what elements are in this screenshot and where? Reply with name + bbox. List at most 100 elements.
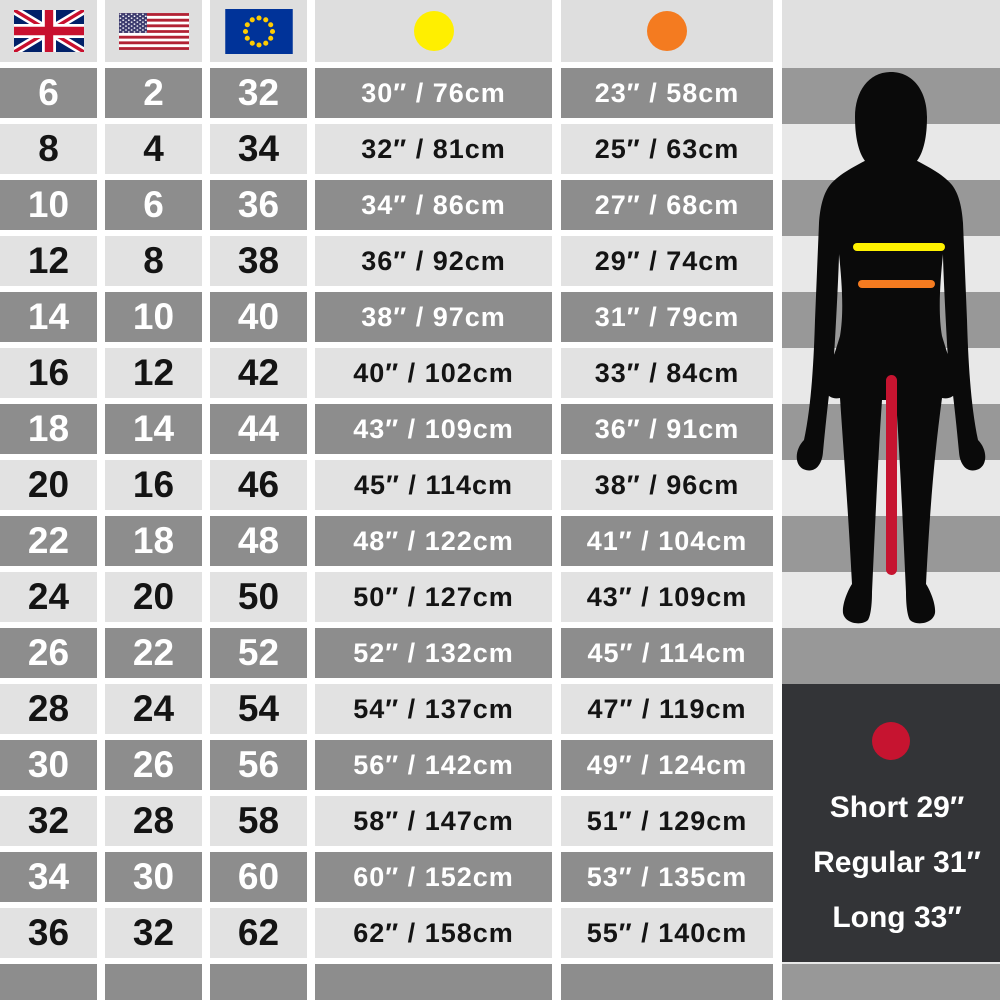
measurement-cell: 49″ / 124cm [561,740,773,790]
size-cell: 60 [210,852,307,902]
empty-cell [105,964,202,1000]
size-cell: 12 [0,236,97,286]
size-cell: 2 [105,68,202,118]
waist-dot-icon [647,11,687,51]
size-cell: 6 [0,68,97,118]
measurement-cell: 52″ / 132cm [315,628,552,678]
empty-cell [315,964,552,1000]
inseam-legend-box: Short 29″ Regular 31″ Long 33″ [782,684,1000,962]
inseam-lengths: Short 29″ Regular 31″ Long 33″ [801,780,981,945]
empty-cell [210,964,307,1000]
measurement-cell: 36″ / 91cm [561,404,773,454]
measurement-cell: 30″ / 76cm [315,68,552,118]
size-cell: 36 [0,908,97,958]
measurement-cell: 43″ / 109cm [561,572,773,622]
measurement-cell: 45″ / 114cm [315,460,552,510]
measurement-cell: 58″ / 147cm [315,796,552,846]
measurement-cell: 41″ / 104cm [561,516,773,566]
size-cell: 34 [210,124,307,174]
size-cell: 28 [105,796,202,846]
measurement-cell: 29″ / 74cm [561,236,773,286]
size-cell: 18 [105,516,202,566]
measurement-cell: 55″ / 140cm [561,908,773,958]
header-uk [0,0,97,62]
size-cell: 62 [210,908,307,958]
measurement-cell: 50″ / 127cm [315,572,552,622]
size-cell: 16 [0,348,97,398]
measurement-cell: 40″ / 102cm [315,348,552,398]
measurement-cell: 33″ / 84cm [561,348,773,398]
size-cell: 32 [0,796,97,846]
measurement-cell: 27″ / 68cm [561,180,773,230]
bust-line [853,243,945,251]
size-cell: 34 [0,852,97,902]
size-cell: 22 [105,628,202,678]
inseam-line [886,375,897,575]
measurement-cell: 43″ / 109cm [315,404,552,454]
size-cell: 30 [105,852,202,902]
measurement-cell: 51″ / 129cm [561,796,773,846]
measurement-cell: 45″ / 114cm [561,628,773,678]
size-cell: 46 [210,460,307,510]
measurement-cell: 62″ / 158cm [315,908,552,958]
measurement-cell: 38″ / 97cm [315,292,552,342]
empty-cell [561,964,773,1000]
inseam-regular: Regular 31″ [813,845,981,879]
empty-cell [0,964,97,1000]
size-cell: 38 [210,236,307,286]
figure-header-band [782,0,1000,68]
header-waist [561,0,773,62]
measurement-cell: 36″ / 92cm [315,236,552,286]
size-cell: 48 [210,516,307,566]
size-cell: 52 [210,628,307,678]
measurement-cell: 47″ / 119cm [561,684,773,734]
size-cell: 26 [105,740,202,790]
measurement-cell: 53″ / 135cm [561,852,773,902]
size-cell: 26 [0,628,97,678]
size-cell: 30 [0,740,97,790]
measurement-cell: 32″ / 81cm [315,124,552,174]
size-cell: 12 [105,348,202,398]
woman-silhouette [796,72,986,624]
header-bust [315,0,552,62]
size-cell: 54 [210,684,307,734]
size-cell: 44 [210,404,307,454]
measurement-cell: 56″ / 142cm [315,740,552,790]
measurement-cell: 34″ / 86cm [315,180,552,230]
header-us [105,0,202,62]
size-cell: 40 [210,292,307,342]
size-cell: 24 [105,684,202,734]
size-cell: 22 [0,516,97,566]
bust-dot-icon [413,11,454,51]
header-eu [210,0,307,62]
us-flag-icon [118,12,189,50]
measurement-cell: 48″ / 122cm [315,516,552,566]
size-cell: 8 [0,124,97,174]
size-cell: 36 [210,180,307,230]
size-cell: 56 [210,740,307,790]
measurement-cell: 31″ / 79cm [561,292,773,342]
measurement-cell: 54″ / 137cm [315,684,552,734]
measurement-cell: 25″ / 63cm [561,124,773,174]
size-cell: 20 [0,460,97,510]
size-cell: 4 [105,124,202,174]
measurement-cell: 38″ / 96cm [561,460,773,510]
size-cell: 20 [105,572,202,622]
size-cell: 10 [105,292,202,342]
size-cell: 18 [0,404,97,454]
size-cell: 58 [210,796,307,846]
inseam-short: Short 29″ [829,790,965,824]
size-cell: 14 [105,404,202,454]
size-cell: 42 [210,348,307,398]
eu-flag-icon [224,8,293,54]
size-cell: 50 [210,572,307,622]
size-cell: 10 [0,180,97,230]
size-cell: 32 [105,908,202,958]
size-cell: 6 [105,180,202,230]
size-cell: 14 [0,292,97,342]
size-cell: 24 [0,572,97,622]
measurement-cell: 23″ / 58cm [561,68,773,118]
size-cell: 28 [0,684,97,734]
size-cell: 16 [105,460,202,510]
